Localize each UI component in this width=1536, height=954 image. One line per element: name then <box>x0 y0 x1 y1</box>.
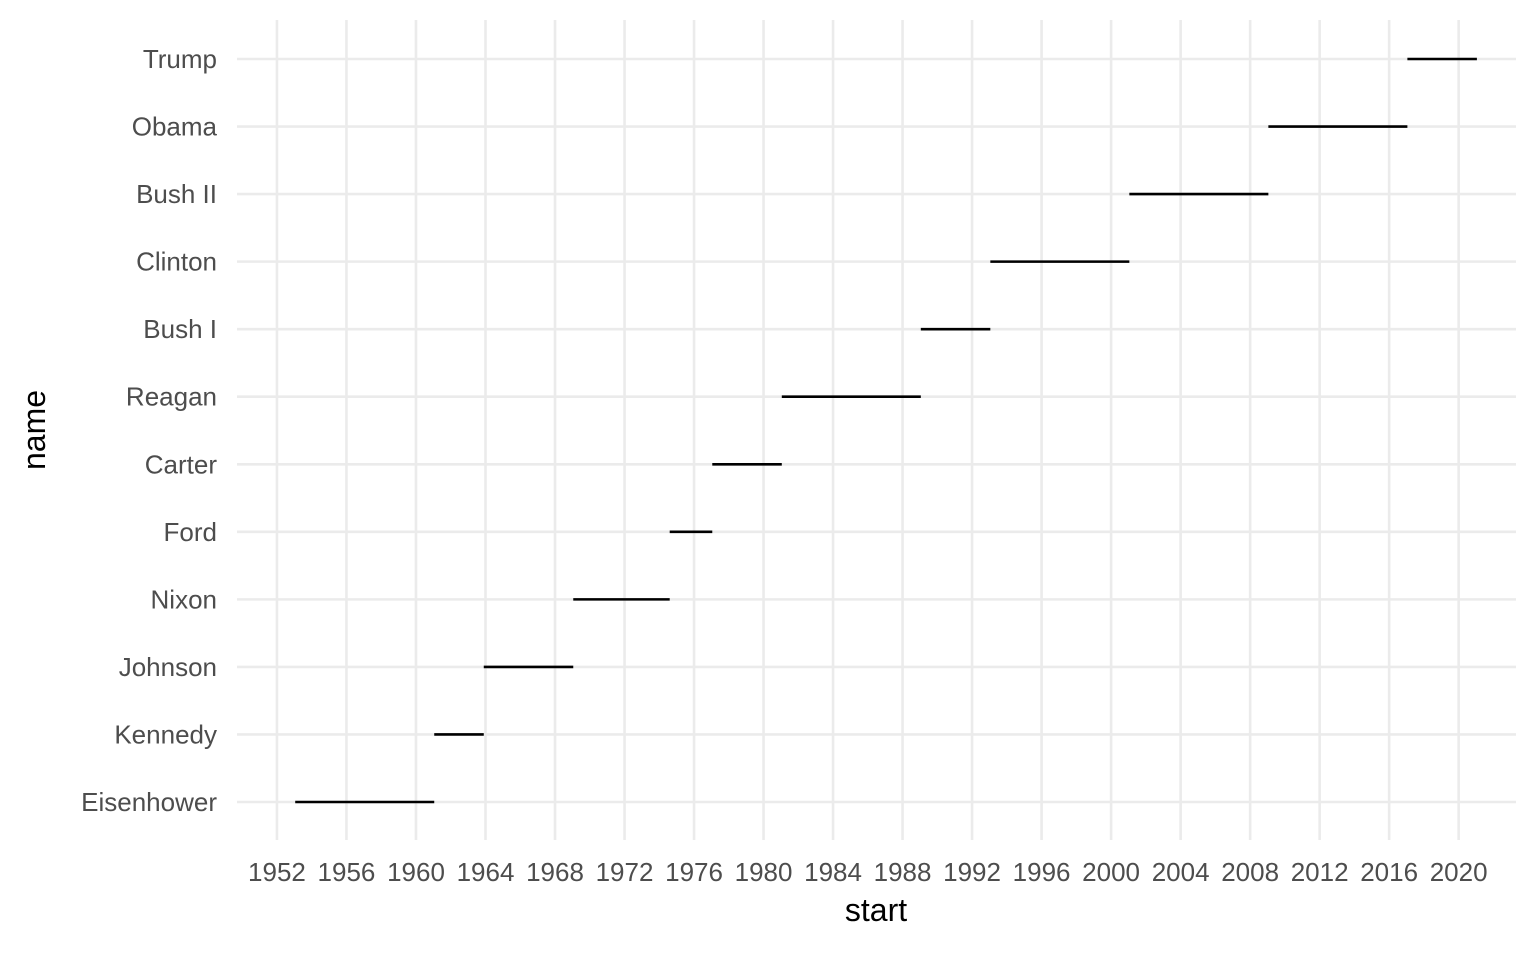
y-tick-label: Bush II <box>136 179 217 209</box>
y-tick-label: Clinton <box>136 247 217 277</box>
y-tick-label: Kennedy <box>114 719 217 749</box>
y-tick-label: Nixon <box>151 584 217 614</box>
y-tick-label: Ford <box>164 517 217 547</box>
y-tick-label: Trump <box>143 44 217 74</box>
x-axis-title: start <box>845 892 907 928</box>
x-tick-label: 2000 <box>1082 857 1140 887</box>
x-tick-label: 1988 <box>874 857 932 887</box>
x-tick-label: 2016 <box>1360 857 1418 887</box>
x-tick-label: 2012 <box>1291 857 1349 887</box>
x-axis-tick-labels: 1952 1956 1960 1964 1968 1972 1976 1980 1984 1988… <box>248 857 1488 887</box>
x-tick-label: 1992 <box>943 857 1001 887</box>
y-axis-tick-labels: Eisenhower Kennedy Johnson Nixon Ford Carter R… <box>81 44 217 817</box>
y-axis-title: name <box>16 390 52 470</box>
x-tick-label: 2004 <box>1152 857 1210 887</box>
y-tick-label: Reagan <box>126 382 217 412</box>
x-tick-label: 1952 <box>248 857 306 887</box>
y-tick-label: Johnson <box>119 652 217 682</box>
x-tick-label: 1972 <box>596 857 654 887</box>
x-tick-label: 2008 <box>1221 857 1279 887</box>
y-tick-label: Bush I <box>143 314 217 344</box>
y-tick-label: Eisenhower <box>81 787 217 817</box>
x-tick-label: 1968 <box>526 857 584 887</box>
x-tick-label: 1976 <box>665 857 723 887</box>
x-tick-label: 1964 <box>457 857 515 887</box>
y-tick-label: Carter <box>145 449 218 479</box>
y-tick-label: Obama <box>132 112 218 142</box>
x-tick-label: 1984 <box>804 857 862 887</box>
x-tick-label: 1996 <box>1013 857 1071 887</box>
x-tick-label: 1956 <box>318 857 376 887</box>
segments <box>295 57 1477 804</box>
x-tick-label: 2020 <box>1430 857 1488 887</box>
x-tick-label: 1960 <box>387 857 445 887</box>
x-tick-label: 1980 <box>735 857 793 887</box>
